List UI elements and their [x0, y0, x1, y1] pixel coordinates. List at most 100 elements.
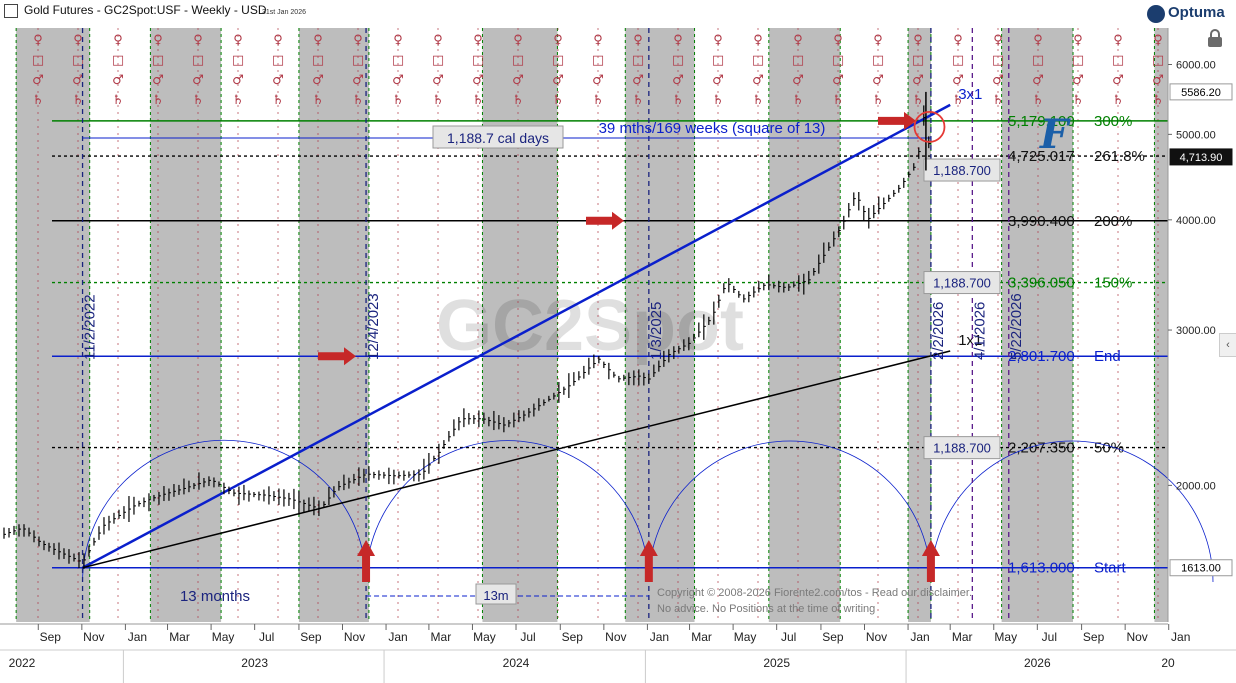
planet-glyph: □ [72, 53, 84, 68]
planet-glyph: ♄ [432, 93, 444, 108]
planet-glyph: ♀ [1033, 33, 1043, 48]
shaded-band [1001, 28, 1074, 622]
month-tick-label: Nov [83, 630, 104, 644]
year-tick-label: 2022 [9, 656, 36, 670]
month-tick-label: Mar [169, 630, 190, 644]
month-tick-label: Nov [605, 630, 626, 644]
shaded-band [768, 28, 841, 622]
trend-line [82, 350, 951, 569]
planet-glyph: ♄ [592, 93, 604, 108]
planet-glyph: ♄ [752, 93, 764, 108]
level-pct-label: 300% [1094, 113, 1132, 130]
copyright-text: Copyright © 2008-2026 Fiorente2.com/tos … [657, 587, 972, 599]
year-tick-label: 2026 [1024, 656, 1051, 670]
planet-glyph: ♄ [912, 93, 924, 108]
planet-glyph: ♄ [112, 93, 124, 108]
planet-glyph: ♀ [673, 33, 683, 48]
time-box [923, 436, 1001, 460]
planet-glyph: □ [312, 53, 324, 68]
red-arrow-right [878, 111, 916, 130]
planet-glyph: ♄ [352, 93, 364, 108]
planet-glyph: ♀ [1113, 33, 1123, 48]
time-box-label: 1,188.700 [933, 163, 991, 178]
date-marker-label: 4/1/2026 [971, 302, 988, 360]
planet-glyph: ♄ [552, 93, 564, 108]
year-tick-label: 2024 [503, 656, 530, 670]
planet-glyph: □ [792, 53, 804, 68]
planet-glyph: ♄ [392, 93, 404, 108]
planet-glyph: ♂ [792, 73, 804, 88]
date-marker-label: 12/4/2023 [365, 293, 382, 360]
planet-glyph: ♄ [32, 93, 44, 108]
planet-glyph: ♂ [752, 73, 764, 88]
trend-line-label: 3x1 [958, 86, 982, 103]
planet-glyph: ♂ [192, 73, 204, 88]
month-tick-label: Mar [691, 630, 712, 644]
planet-glyph: □ [272, 53, 284, 68]
planet-glyph: ♂ [552, 73, 564, 88]
planet-glyph: ♄ [312, 93, 324, 108]
shaded-band [1154, 28, 1168, 622]
price-tag [1169, 83, 1233, 101]
planet-glyph: ♂ [232, 73, 244, 88]
planet-glyph: ♂ [32, 73, 44, 88]
planet-glyph: □ [992, 53, 1004, 68]
planet-glyph: ♂ [672, 73, 684, 88]
planet-glyph: □ [672, 53, 684, 68]
fiorente-logo: F [1039, 111, 1071, 158]
planet-glyph: ♂ [1072, 73, 1084, 88]
level-pct-label: Start [1094, 560, 1127, 577]
planet-glyph: ♄ [472, 93, 484, 108]
price-tag-label: 5586.20 [1181, 87, 1221, 99]
planet-glyph: ♀ [33, 33, 43, 48]
planet-glyph: □ [752, 53, 764, 68]
optuma-logo-icon [1147, 5, 1165, 23]
planet-glyph: ♀ [113, 33, 123, 48]
red-arrow-right [586, 211, 624, 230]
level-pct-label: 200% [1094, 213, 1132, 230]
planet-glyph: ♄ [992, 93, 1004, 108]
lock-icon[interactable] [1205, 28, 1225, 48]
month-tick-label: Mar [952, 630, 973, 644]
side-panel-toggle[interactable]: ‹ [1219, 333, 1236, 357]
planet-glyph: ♄ [232, 93, 244, 108]
y-tick-label: 3000.00 [1176, 325, 1216, 337]
planet-glyph: ♀ [793, 33, 803, 48]
months-label: 13 months [180, 588, 250, 605]
year-tick-label: 20 [1161, 656, 1175, 670]
span-box [432, 125, 564, 149]
red-arrow-up [921, 540, 940, 582]
level-value-label: 4,725.017 [1008, 148, 1075, 165]
planet-glyph: ♄ [272, 93, 284, 108]
planet-glyph: ♂ [832, 73, 844, 88]
month-tick-label: Jan [650, 630, 669, 644]
date-marker-label: 5/22/2026 [1008, 293, 1025, 360]
planet-glyph: ♄ [192, 93, 204, 108]
planet-glyph: □ [1152, 53, 1164, 68]
planet-glyph: ♂ [1152, 73, 1164, 88]
planet-glyph: ♂ [1112, 73, 1124, 88]
planet-glyph: □ [512, 53, 524, 68]
planet-glyph: ♀ [193, 33, 203, 48]
planet-glyph: ♂ [632, 73, 644, 88]
planet-glyph: ♂ [952, 73, 964, 88]
planet-glyph: ♂ [472, 73, 484, 88]
planet-glyph: ♀ [393, 33, 403, 48]
planet-glyph: ♀ [753, 33, 763, 48]
month-tick-label: Sep [40, 630, 62, 644]
red-arrow-up [639, 540, 658, 582]
time-arc [82, 440, 367, 583]
month-tick-label: Sep [300, 630, 322, 644]
planet-glyph: ♂ [112, 73, 124, 88]
planet-glyph: □ [592, 53, 604, 68]
planet-glyph: ♀ [153, 33, 163, 48]
planet-glyph: ♀ [913, 33, 923, 48]
planet-glyph: ♀ [593, 33, 603, 48]
planet-glyph: ♂ [312, 73, 324, 88]
planet-glyph: ♄ [872, 93, 884, 108]
year-tick-label: 2025 [763, 656, 790, 670]
month-tick-label: Jan [910, 630, 929, 644]
planet-glyph: ♂ [912, 73, 924, 88]
month-tick-label: Nov [866, 630, 887, 644]
month-tick-label: May [994, 630, 1017, 644]
